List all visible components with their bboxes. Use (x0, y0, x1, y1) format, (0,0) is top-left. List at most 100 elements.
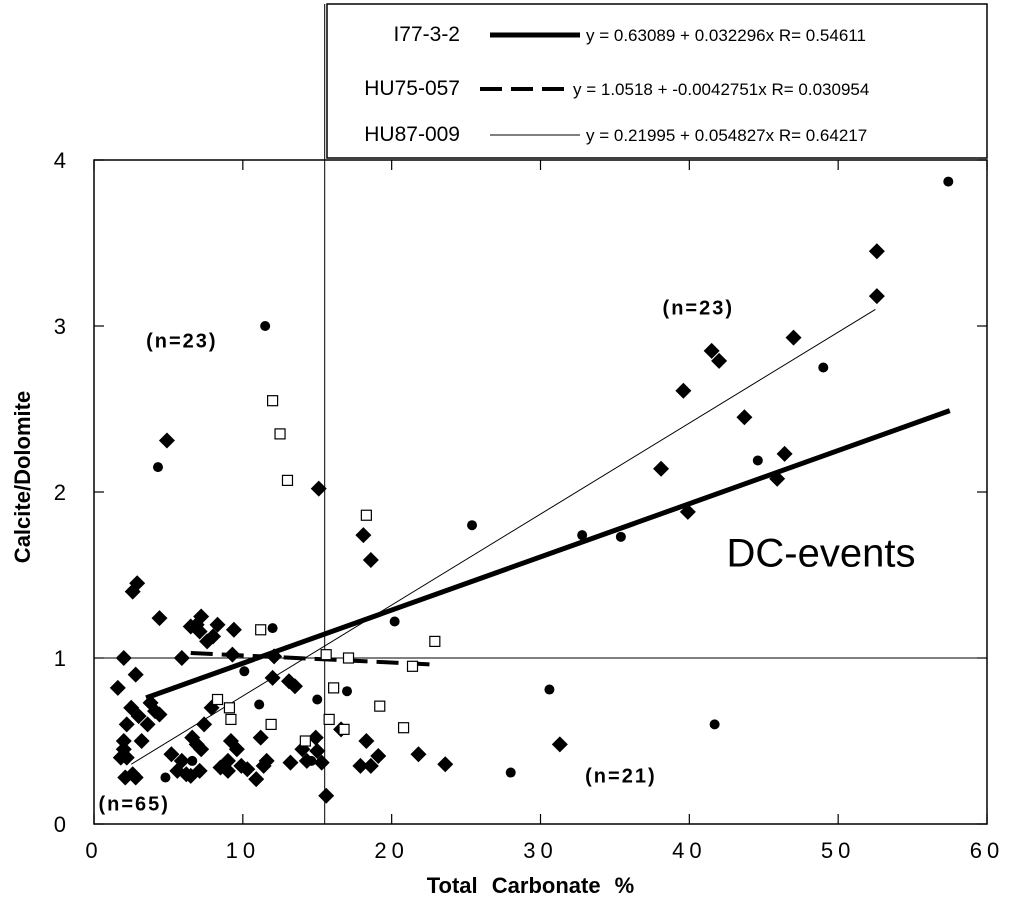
data-point-diamond (785, 329, 802, 346)
data-point-diamond (711, 352, 728, 369)
legend-equation-hu75: y = 1.0518 + -0.0042751x R= 0.030954 (573, 80, 869, 99)
data-point-diamond (653, 460, 670, 477)
regression-line-i77-3-2 (145, 408, 951, 701)
data-point-circle (615, 531, 626, 542)
data-point-diamond (307, 729, 324, 746)
annotation-n-lower-right: (n=21) (585, 766, 656, 788)
data-point-circle (943, 176, 954, 187)
data-point-diamond (252, 729, 269, 746)
data-point-diamond (209, 616, 226, 633)
data-point-diamond (199, 633, 216, 650)
axis-ticks: 0 10 20 30 40 50 60 0 1 2 3 4 (54, 148, 1004, 863)
data-point-diamond (193, 608, 210, 625)
data-point-diamond (127, 666, 144, 683)
data-point-diamond (352, 757, 369, 774)
data-point-circle (152, 462, 163, 473)
data-point-diamond (264, 669, 281, 686)
data-point-diamond (679, 503, 696, 520)
legend-equation-i77: y = 0.63089 + 0.032296x R= 0.54611 (586, 26, 866, 45)
data-point-diamond (769, 470, 786, 487)
data-point-diamond (109, 679, 126, 696)
data-point-diamond (139, 716, 156, 733)
data-point-circle (544, 684, 555, 695)
data-point-square (429, 635, 441, 648)
data-point-diamond (130, 708, 147, 725)
data-point-diamond (115, 733, 132, 749)
x-tick-label: 40 (672, 838, 706, 863)
reference-lines (94, 4, 987, 824)
legend-name-hu87: HU87-009 (364, 123, 460, 146)
data-point-diamond (868, 243, 885, 260)
regression-line-hu87-009 (130, 308, 876, 765)
data-point-diamond (224, 646, 241, 663)
data-point-diamond (868, 288, 885, 305)
legend-equation-hu87: y = 0.21995 + 0.054827x R= 0.64217 (586, 126, 867, 145)
data-point-diamond (115, 650, 132, 666)
y-tick-label: 0 (54, 812, 66, 837)
data-point-diamond (151, 610, 168, 627)
data-point-circle (467, 520, 478, 531)
data-point-diamond (239, 761, 256, 778)
data-point-diamond (703, 342, 720, 359)
data-point-diamond (310, 480, 327, 497)
legend-name-hu75: HU75-057 (364, 77, 460, 100)
data-point-circle (312, 694, 323, 705)
x-tick-label: 60 (970, 838, 1004, 863)
data-point-circle (389, 616, 400, 627)
data-point-diamond (736, 409, 753, 426)
data-point-circle (306, 755, 317, 766)
x-tick-label: 50 (821, 838, 855, 863)
data-point-diamond (362, 552, 379, 569)
annotation-dc-events: DC-events (727, 532, 916, 576)
x-tick-label: 0 (85, 838, 102, 863)
y-tick-label: 2 (54, 480, 66, 505)
data-point-diamond (118, 716, 135, 733)
data-point-diamond (117, 769, 134, 786)
data-point-square (299, 735, 311, 747)
x-tick-label: 30 (523, 838, 557, 863)
data-point-diamond (228, 741, 245, 758)
data-point-diamond (219, 762, 236, 779)
y-axis-title: Calcite/Dolomite (10, 391, 35, 563)
data-point-diamond (225, 621, 242, 638)
data-point-circle (160, 772, 171, 783)
data-point-circle (577, 530, 588, 541)
data-point-diamond (133, 733, 150, 749)
data-point-diamond (182, 618, 199, 635)
data-point-circle (260, 321, 271, 331)
data-point-diamond (258, 752, 275, 769)
data-point-diamond (127, 769, 144, 786)
data-point-diamond (362, 757, 379, 774)
data-point-square (360, 509, 372, 521)
data-point-circle (342, 686, 353, 697)
data-point-circle (505, 767, 516, 778)
data-point-diamond (173, 752, 190, 769)
data-point-diamond (309, 742, 326, 759)
data-point-diamond (129, 575, 146, 592)
data-point-diamond (355, 527, 372, 544)
data-point-diamond (358, 733, 375, 749)
annotation-n-lower-left: (n=65) (98, 794, 169, 816)
data-point-diamond (675, 382, 692, 399)
data-point-square (320, 649, 332, 661)
data-point-diamond (191, 762, 208, 779)
legend-name-i77: I77-3-2 (393, 23, 460, 46)
data-points (109, 176, 954, 804)
data-point-square (265, 718, 277, 731)
data-point-square (225, 713, 237, 726)
y-tick-label: 1 (54, 646, 66, 671)
data-point-diamond (219, 752, 236, 769)
data-point-square (328, 682, 340, 694)
data-point-square (281, 474, 294, 486)
data-point-square (397, 722, 410, 734)
data-point-diamond (193, 741, 210, 758)
legend-box (326, 3, 988, 159)
y-tick-label: 4 (54, 148, 66, 173)
data-point-diamond (313, 754, 330, 771)
data-point-square (211, 693, 224, 706)
legend: I77-3-2 y = 0.63089 + 0.032296x R= 0.546… (326, 3, 988, 159)
data-point-circle (239, 666, 250, 677)
data-point-square (223, 702, 236, 714)
data-point-diamond (318, 787, 335, 804)
